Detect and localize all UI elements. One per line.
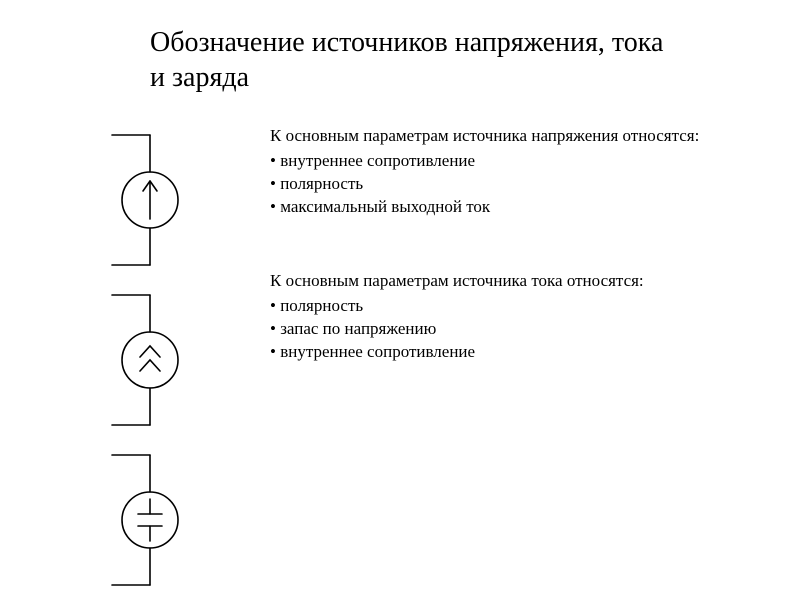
current-source-icon bbox=[90, 285, 210, 435]
current-params-list: полярность запас по напряжению внутренне… bbox=[270, 295, 730, 364]
voltage-source-symbol bbox=[80, 120, 220, 280]
current-source-symbol bbox=[80, 280, 220, 440]
voltage-params-lead: К основным параметрам источника напряжен… bbox=[270, 125, 730, 148]
page: Обозначение источников напряжения, тока … bbox=[0, 0, 800, 600]
charge-source-symbol bbox=[80, 440, 220, 600]
symbols-column bbox=[80, 120, 220, 600]
page-title: Обозначение источников напряжения, тока … bbox=[150, 25, 670, 95]
list-item: максимальный выходной ток bbox=[270, 196, 730, 219]
current-params-block: К основным параметрам источника тока отн… bbox=[270, 270, 730, 364]
voltage-params-block: К основным параметрам источника напряжен… bbox=[270, 125, 730, 219]
voltage-source-icon bbox=[90, 125, 210, 275]
current-params-lead: К основным параметрам источника тока отн… bbox=[270, 270, 730, 293]
voltage-params-list: внутреннее сопротивление полярность макс… bbox=[270, 150, 730, 219]
list-item: запас по напряжению bbox=[270, 318, 730, 341]
list-item: внутреннее сопротивление bbox=[270, 150, 730, 173]
list-item: полярность bbox=[270, 295, 730, 318]
charge-source-icon bbox=[90, 445, 210, 595]
list-item: внутреннее сопротивление bbox=[270, 341, 730, 364]
list-item: полярность bbox=[270, 173, 730, 196]
